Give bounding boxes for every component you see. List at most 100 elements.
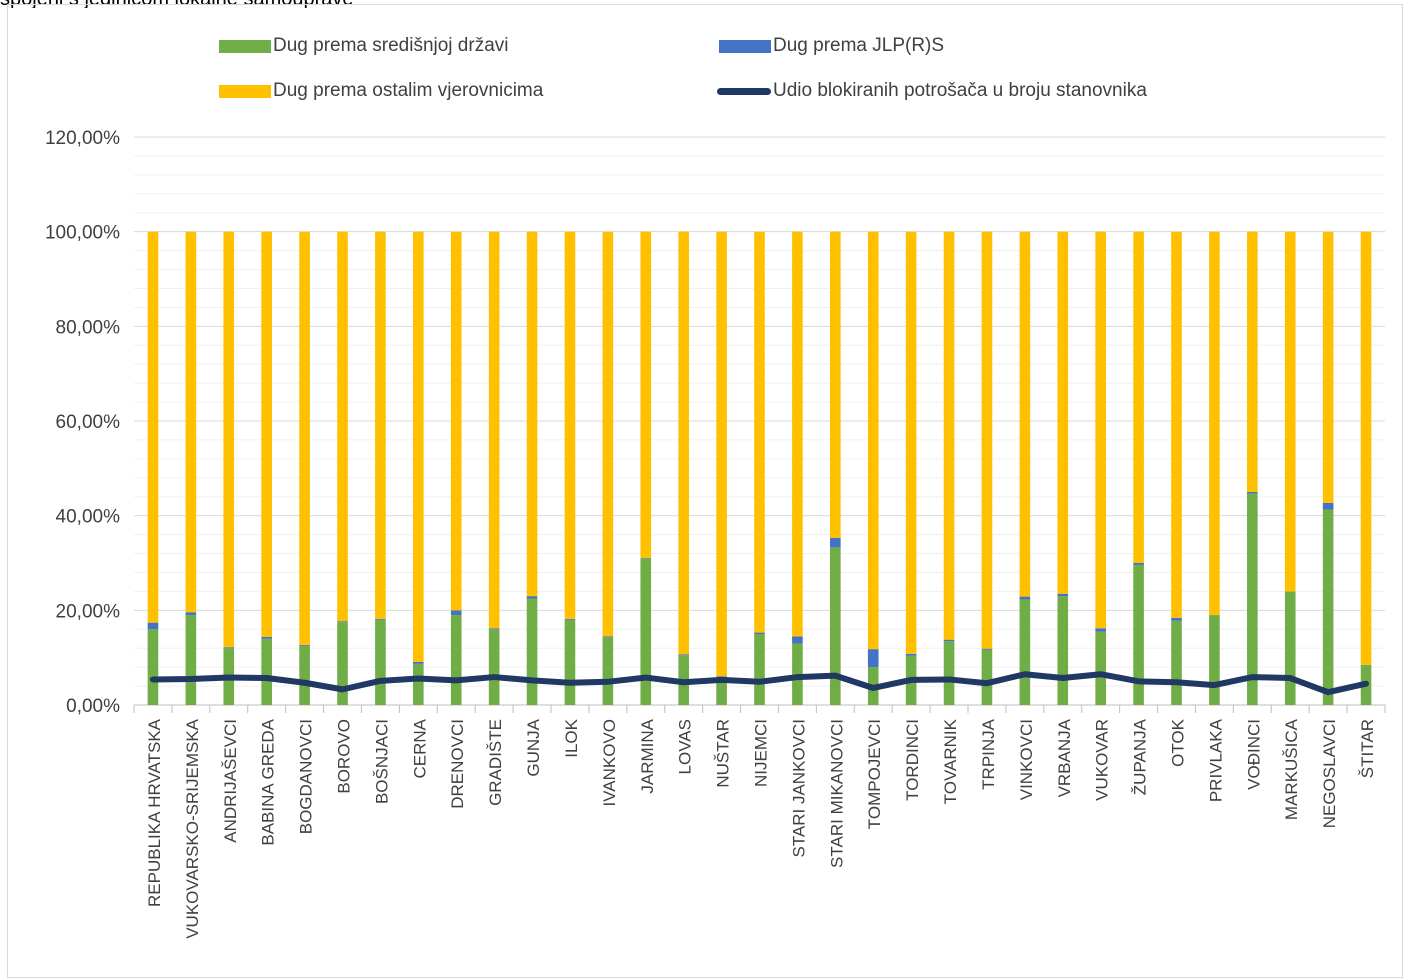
x-tick-label: JARMINA xyxy=(638,718,657,793)
bar-segment-central-state xyxy=(754,634,765,705)
bar-segment-jlprs xyxy=(526,596,538,599)
bar-segment-jlprs xyxy=(830,537,841,548)
y-tick-label: 100,00% xyxy=(45,223,120,244)
legend-swatch-other-creditors xyxy=(219,84,271,98)
y-tick-label: 40,00% xyxy=(56,507,121,528)
y-tick-label: 20,00% xyxy=(56,601,121,622)
bar-segment-central-state xyxy=(981,649,993,705)
bar-segment-central-state xyxy=(830,547,841,705)
bar-segment-other-creditors xyxy=(1360,231,1372,665)
x-tick-label: IVANKOVO xyxy=(600,719,619,807)
bar-segment-central-state xyxy=(337,622,348,705)
bar-segment-jlprs xyxy=(413,661,424,664)
bar-segment-central-state xyxy=(1247,493,1258,705)
bar-segment-central-state xyxy=(602,637,614,705)
bar-segment-other-creditors xyxy=(147,231,159,623)
x-tick-label: BOROVO xyxy=(335,719,354,794)
x-tick-label: GRADIŠTE xyxy=(486,719,505,806)
bar-segment-other-creditors xyxy=(602,231,614,637)
bar-segment-jlprs xyxy=(299,644,310,646)
bar-segment-other-creditors xyxy=(526,231,538,597)
bar-segment-other-creditors xyxy=(375,231,386,619)
bar-segment-other-creditors xyxy=(754,231,765,633)
bar-segment-other-creditors xyxy=(564,231,576,619)
bar-segment-other-creditors xyxy=(867,231,879,650)
bar-segment-other-creditors xyxy=(943,231,955,640)
bar-segment-jlprs xyxy=(375,618,386,620)
x-tick-label: CERNA xyxy=(410,718,429,778)
bar-segment-central-state xyxy=(943,641,955,705)
bar-segment-jlprs xyxy=(147,622,159,630)
bar-segment-other-creditors xyxy=(830,231,841,538)
bar-segment-jlprs xyxy=(1019,596,1031,600)
bar-segment-other-creditors xyxy=(1284,231,1296,592)
bar-segment-jlprs xyxy=(867,649,879,668)
bar-segment-central-state xyxy=(488,629,500,705)
legend-label-blocked-share: Udio blokiranih potrošača u broju stanov… xyxy=(773,80,1147,101)
bar-segment-central-state xyxy=(640,558,652,705)
bar-segment-central-state xyxy=(450,615,462,705)
x-tick-label: ILOK xyxy=(562,718,581,757)
legend-item-central-state: Dug prema središnjoj državi xyxy=(219,35,509,57)
bar-segment-central-state xyxy=(1322,509,1334,705)
x-tick-label: OTOK xyxy=(1169,718,1188,767)
legend-label-central-state: Dug prema središnjoj državi xyxy=(273,35,509,56)
y-tick-label: 60,00% xyxy=(56,412,121,433)
bar-segment-jlprs xyxy=(905,653,917,656)
bar-segment-central-state xyxy=(1171,620,1182,705)
chart-plot: 0,00% 20,00% 40,00% 60,00% 80,00% 100,00% 120,… xyxy=(45,128,1386,939)
x-tick-label: TOMPOJEVCI xyxy=(865,719,884,829)
bar-segment-central-state xyxy=(261,638,272,705)
bar-segment-jlprs xyxy=(261,636,272,639)
y-tick-label: 0,00% xyxy=(66,696,120,717)
bar-segment-other-creditors xyxy=(185,231,197,613)
bar-segment-jlprs xyxy=(450,610,462,616)
x-tick-label: NIJEMCI xyxy=(752,719,771,787)
bar-segment-other-creditors xyxy=(1019,231,1031,597)
x-tick-label: MARKUŠICA xyxy=(1282,718,1301,820)
x-tick-label: REPUBLIKA HRVATSKA xyxy=(145,718,164,907)
bar-segment-other-creditors xyxy=(640,231,652,558)
bar-segment-central-state xyxy=(375,619,386,705)
legend-item-jlprs: Dug prema JLP(R)S xyxy=(719,35,944,57)
bar-segment-other-creditors xyxy=(1133,231,1144,563)
bar-segment-other-creditors xyxy=(413,231,424,662)
bar-segment-jlprs xyxy=(185,612,197,616)
bar-segment-central-state xyxy=(564,619,576,705)
bar-segment-jlprs xyxy=(564,618,576,620)
bar-segment-central-state xyxy=(716,676,727,705)
x-tick-label: VRBANJA xyxy=(1055,718,1074,797)
bar-segment-jlprs xyxy=(678,654,689,656)
legend-label-jlprs: Dug prema JLP(R)S xyxy=(773,35,945,56)
x-tick-label: PRIVLAKA xyxy=(1206,718,1225,802)
bar-segment-other-creditors xyxy=(1095,231,1106,629)
y-tick-label: 120,00% xyxy=(45,128,120,149)
bar-segment-central-state xyxy=(299,645,310,705)
bar-segment-other-creditors xyxy=(716,231,727,677)
x-tick-label: BOGDANOVCI xyxy=(297,719,316,834)
legend-swatch-jlprs xyxy=(719,39,771,53)
bar-segment-other-creditors xyxy=(1322,231,1334,503)
bar-segment-jlprs xyxy=(1095,628,1106,632)
y-tick-label: 80,00% xyxy=(56,317,121,338)
bar-segment-jlprs xyxy=(792,636,803,644)
bar-segment-other-creditors xyxy=(905,231,917,654)
bar-segment-jlprs xyxy=(1133,563,1144,565)
x-tick-label: VINKOVCI xyxy=(1017,719,1036,800)
chart-frame: Dug prema središnjoj državi Dug prema JL… xyxy=(7,4,1403,978)
x-tick-label: NUŠTAR xyxy=(714,719,733,788)
bar-segment-jlprs xyxy=(1247,492,1258,494)
bar-segment-jlprs xyxy=(223,647,235,649)
bar-segment-other-creditors xyxy=(299,231,310,645)
x-tick-label: TRPINJA xyxy=(979,718,998,790)
x-tick-label: GUNJA xyxy=(524,718,543,776)
bar-segment-central-state xyxy=(413,663,424,705)
x-tick-label: NEGOSLAVCI xyxy=(1320,719,1339,828)
bar-segment-central-state xyxy=(185,615,197,705)
bar-segment-central-state xyxy=(1209,615,1220,705)
bar-segment-other-creditors xyxy=(1209,231,1220,616)
bar-segment-other-creditors xyxy=(678,231,689,655)
bar-segment-jlprs xyxy=(488,628,500,630)
x-tick-label: ŽUPANJA xyxy=(1131,718,1150,795)
bar-segment-other-creditors xyxy=(261,231,272,637)
